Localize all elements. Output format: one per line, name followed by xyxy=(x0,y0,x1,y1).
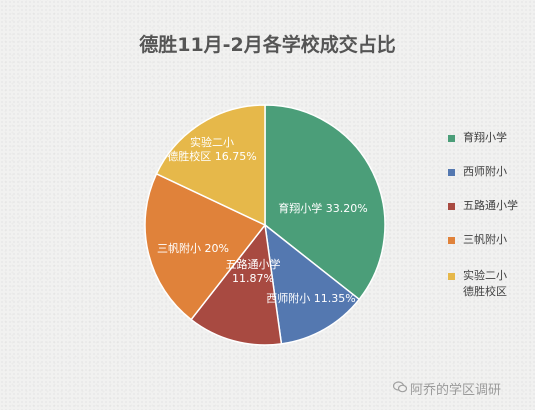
watermark-text: 阿乔的学区调研 xyxy=(410,383,502,398)
pie-slice xyxy=(264,104,386,301)
slice-data-label: 西师附小 11.35% xyxy=(266,291,355,305)
chart-title: 德胜11月-2月各学校成交占比 xyxy=(139,34,396,56)
pie-slices xyxy=(144,104,386,346)
legend-label: 西师附小 xyxy=(463,165,507,178)
legend-swatch xyxy=(448,273,455,280)
legend-label: 实验二小 德胜校区 xyxy=(463,269,507,298)
slice-data-label: 五路通小学 11.87% xyxy=(226,257,281,285)
pie-slice xyxy=(155,104,266,227)
slice-data-label: 实验二小德胜校区 16.75% xyxy=(167,135,256,163)
slice-data-label: 育翔小学 33.20% xyxy=(278,201,367,215)
legend-swatch xyxy=(448,135,455,142)
pie-slice xyxy=(190,223,283,346)
pie-slice xyxy=(264,223,361,345)
pie-slice xyxy=(144,172,267,321)
legend-label: 育翔小学 xyxy=(463,131,507,144)
legend-label: 三帆附小 xyxy=(463,233,507,246)
pie-labels: 育翔小学 33.20% 西师附小 11.35% 五路通小学 11.87% 三帆附小 20… xyxy=(157,135,368,305)
legend-swatch xyxy=(448,169,455,176)
legend-swatch xyxy=(448,237,455,244)
slice-data-label: 三帆附小 20% xyxy=(157,241,229,255)
wechat-icon xyxy=(393,381,407,393)
legend-label: 五路通小学 xyxy=(463,199,518,212)
legend-swatch xyxy=(448,203,455,210)
